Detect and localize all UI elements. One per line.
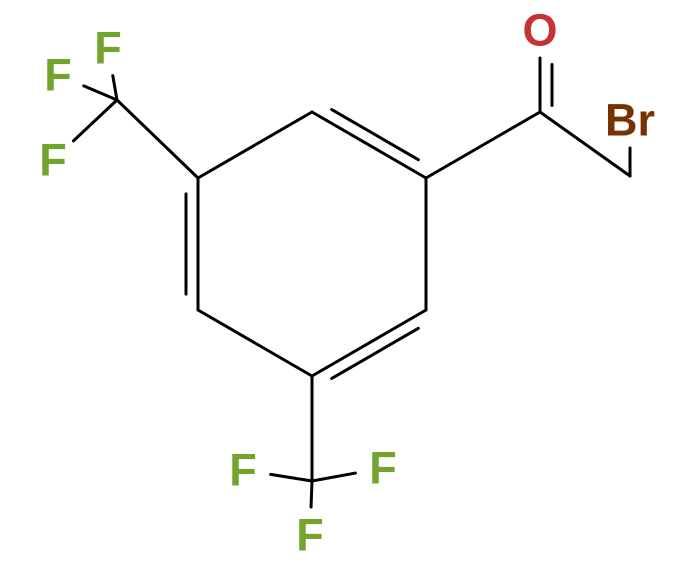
atom-label-Br: Br: [605, 98, 655, 143]
atom-label-F3: F: [39, 138, 67, 183]
molecule-canvas: [0, 0, 679, 573]
atom-label-O: O: [522, 8, 557, 53]
atom-label-F4: F: [229, 448, 257, 493]
atom-label-F6: F: [369, 446, 397, 491]
atom-label-F2: F: [44, 53, 72, 98]
atom-label-F5: F: [296, 513, 324, 558]
atom-label-F1: F: [94, 26, 122, 71]
